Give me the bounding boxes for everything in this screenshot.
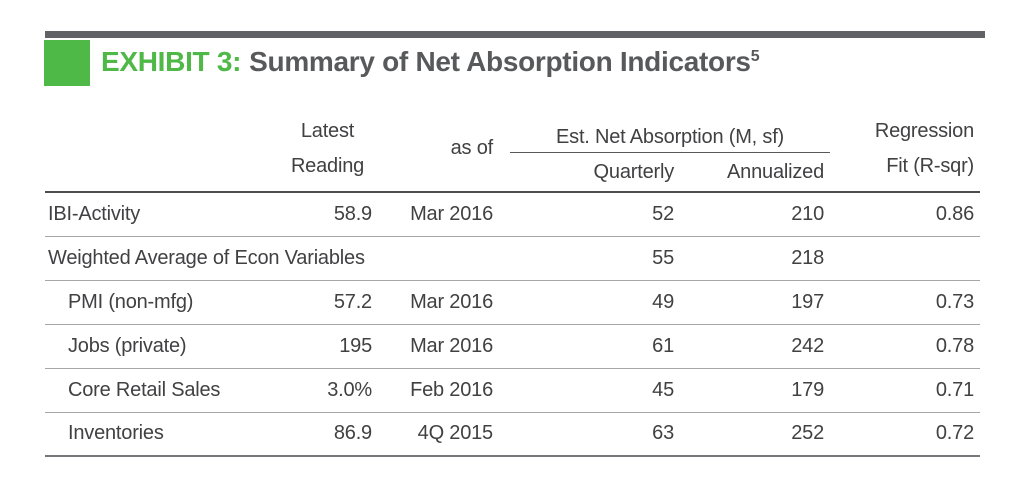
cell-annualized: 218 <box>791 246 825 269</box>
cell-rsqr: 0.78 <box>935 334 975 357</box>
header-annualized: Annualized <box>727 160 825 183</box>
table-row: Jobs (private) 195 Mar 2016 61 242 0.78 <box>45 324 981 368</box>
table-row: Core Retail Sales 3.0% Feb 2016 45 179 0… <box>45 368 981 412</box>
cell-annualized: 252 <box>791 422 825 445</box>
cell-annualized: 197 <box>791 290 825 313</box>
cell-annualized: 210 <box>791 202 825 225</box>
cell-latest: 195 <box>339 334 372 357</box>
exhibit-title: EXHIBIT 3: Summary of Net Absorption Indi… <box>101 46 760 78</box>
footnote-superscript: 5 <box>750 48 760 65</box>
cell-indicator: IBI-Activity <box>48 202 141 225</box>
table-row: PMI (non-mfg) 57.2 Mar 2016 49 197 0.73 <box>45 280 981 324</box>
cell-rsqr <box>830 236 980 280</box>
table-row: IBI-Activity 58.9 Mar 2016 52 210 0.86 <box>45 192 980 236</box>
cell-annualized: 242 <box>791 334 825 357</box>
exhibit-green-square-icon <box>44 40 90 86</box>
cell-latest: 3.0% <box>327 378 372 401</box>
cell-latest: 58.9 <box>333 202 372 225</box>
header-regression-line1: Regression <box>874 119 975 142</box>
header-regression-line2: Fit (R-sqr) <box>886 154 975 177</box>
cell-as-of: Mar 2016 <box>410 202 493 225</box>
table-body: IBI-Activity 58.9 Mar 2016 52 210 0.86 W… <box>45 192 981 456</box>
cell-quarterly: 63 <box>652 422 674 445</box>
cell-rsqr: 0.73 <box>935 290 975 313</box>
cell-annualized: 179 <box>791 378 825 401</box>
header-latest-reading: Latest Reading <box>275 106 380 192</box>
cell-as-of: Mar 2016 <box>410 290 493 313</box>
cell-quarterly: 61 <box>652 334 674 357</box>
cell-as-of: 4Q 2015 <box>417 422 494 445</box>
table-header: Latest Reading as of Est. Net Absorption… <box>45 106 981 193</box>
cell-indicator: Core Retail Sales <box>68 378 221 401</box>
header-latest-line1: Latest <box>300 119 355 142</box>
cell-latest: 57.2 <box>333 290 372 313</box>
net-absorption-indicators-table: Latest Reading as of Est. Net Absorption… <box>45 106 981 457</box>
cell-latest: 86.9 <box>333 422 372 445</box>
header-quarterly: Quarterly <box>593 160 675 183</box>
cell-quarterly: 55 <box>652 246 674 269</box>
header-regression-fit: Regression Fit (R-sqr) <box>830 106 980 192</box>
cell-indicator: Weighted Average of Econ Variables <box>48 246 365 269</box>
top-divider-bar <box>45 31 985 38</box>
header-indicator-empty <box>45 106 275 153</box>
header-est-net-absorption: Est. Net Absorption (M, sf) <box>510 106 831 153</box>
cell-quarterly: 52 <box>652 202 674 225</box>
header-latest-line2: Reading <box>290 154 365 177</box>
cell-indicator: Inventories <box>68 422 164 445</box>
cell-quarterly: 45 <box>652 378 674 401</box>
cell-indicator: Jobs (private) <box>68 334 187 357</box>
header-as-of: as of <box>450 137 494 159</box>
table-row: Weighted Average of Econ Variables 55 21… <box>45 236 981 280</box>
cell-rsqr: 0.71 <box>935 378 975 401</box>
exhibit-title-text: Summary of Net Absorption Indicators <box>249 46 751 77</box>
cell-quarterly: 49 <box>652 290 674 313</box>
table-row: Inventories 86.9 4Q 2015 63 252 0.72 <box>45 412 981 456</box>
cell-as-of: Feb 2016 <box>410 378 493 401</box>
cell-indicator: PMI (non-mfg) <box>68 290 194 313</box>
cell-rsqr: 0.72 <box>935 422 975 445</box>
cell-as-of: Mar 2016 <box>410 334 493 357</box>
exhibit-label: EXHIBIT 3: <box>101 46 242 77</box>
cell-rsqr: 0.86 <box>935 202 975 225</box>
header-subhead-empty <box>45 153 275 193</box>
